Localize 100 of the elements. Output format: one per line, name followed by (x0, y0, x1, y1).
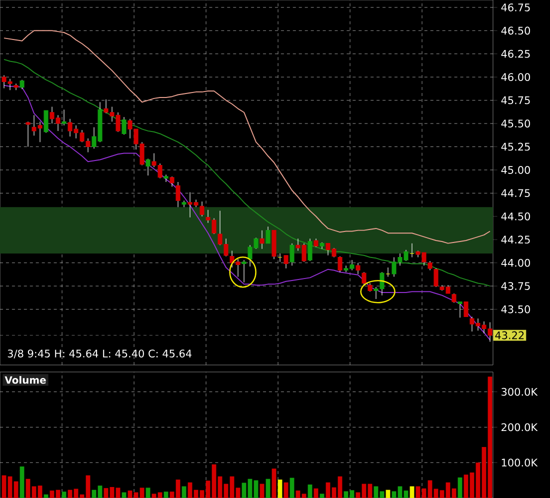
candlestick (308, 238, 312, 262)
bar (164, 492, 168, 498)
candlestick (452, 293, 456, 304)
y-tick-label: 43.50 (501, 305, 530, 314)
bar (272, 468, 276, 498)
bar (314, 488, 318, 498)
bar (104, 488, 108, 498)
bar (332, 487, 336, 498)
bar (176, 480, 180, 498)
candlestick (458, 302, 462, 318)
bar (422, 488, 426, 498)
y-tick-label: 44.00 (501, 258, 530, 267)
candlestick (146, 158, 150, 176)
bar (326, 482, 330, 498)
bar (26, 478, 30, 498)
bar (152, 494, 156, 498)
bar (44, 494, 48, 498)
bar (170, 492, 174, 498)
y-tick-label: 46.25 (501, 50, 530, 58)
bar (224, 484, 228, 498)
candlestick (434, 268, 438, 288)
candlestick (290, 243, 294, 266)
bar (98, 486, 102, 498)
bar (458, 477, 462, 498)
bar (200, 490, 204, 498)
bar (362, 484, 366, 498)
candlestick (362, 272, 366, 286)
candlestick (356, 262, 360, 274)
bar (446, 482, 450, 498)
bar (110, 487, 114, 498)
y-tick-label: 45.00 (501, 166, 530, 174)
bar (56, 490, 60, 498)
bar (146, 488, 150, 498)
annotation: 3/8 9:45 H: 45.64 L: 45.40 C: 45.64 (8, 350, 192, 358)
candlestick (164, 174, 168, 182)
candlestick (170, 176, 174, 187)
bar (206, 480, 210, 498)
y-tick-label: 46.50 (501, 26, 530, 35)
bar (482, 447, 486, 498)
candlestick (242, 260, 246, 283)
bar (140, 488, 144, 498)
chart-title: Volume (4, 376, 46, 384)
bar (14, 481, 18, 498)
bar (320, 494, 324, 498)
candlestick (200, 201, 204, 217)
bar (116, 488, 120, 498)
candlestick (44, 110, 48, 134)
candlestick (284, 255, 288, 269)
bar (440, 490, 444, 498)
bar (254, 480, 258, 498)
bar (278, 480, 282, 498)
candlestick (266, 226, 270, 244)
bar (20, 466, 24, 498)
y-tick-label: 44.50 (501, 212, 530, 220)
candlestick (182, 200, 186, 208)
y-tick-label: 300.0K (502, 388, 538, 396)
bar (452, 488, 456, 498)
bar (284, 482, 288, 498)
bar (290, 478, 294, 498)
candlestick (260, 230, 264, 250)
bar (386, 490, 390, 498)
candlestick (20, 80, 24, 90)
bar (398, 486, 402, 498)
bar (8, 476, 12, 498)
bar (128, 490, 132, 498)
ref-line-label: 43.22 (495, 331, 524, 340)
y-tick-label: 44.75 (501, 189, 530, 198)
bar (218, 476, 222, 498)
bar (368, 484, 372, 498)
bar (2, 475, 6, 498)
bar (86, 475, 90, 498)
y-tick-label: 200.0K (502, 423, 538, 432)
bar (464, 474, 468, 498)
candlestick (14, 83, 18, 90)
bar (476, 462, 480, 498)
bar (194, 490, 198, 498)
bar (188, 482, 192, 498)
y-tick-label: 44.25 (501, 236, 530, 244)
y-tick-label: 46.00 (501, 73, 530, 82)
bar (230, 476, 234, 498)
bar (260, 484, 264, 498)
bar (308, 484, 312, 498)
y-tick-label: 45.75 (501, 96, 530, 104)
bar (38, 486, 42, 498)
bar (68, 490, 72, 498)
bar (296, 490, 300, 498)
bar (212, 464, 216, 498)
bar (302, 494, 306, 498)
y-tick-label: 100.0K (502, 458, 538, 467)
bar (248, 478, 252, 498)
bar (350, 490, 354, 498)
candlestick (26, 121, 30, 148)
y-tick-label: 45.25 (501, 142, 530, 151)
bar (488, 376, 492, 498)
bar (92, 490, 96, 498)
candlestick (176, 182, 180, 208)
candlestick (338, 256, 342, 272)
bar (50, 490, 54, 498)
bar (236, 488, 240, 498)
bar (428, 480, 432, 498)
